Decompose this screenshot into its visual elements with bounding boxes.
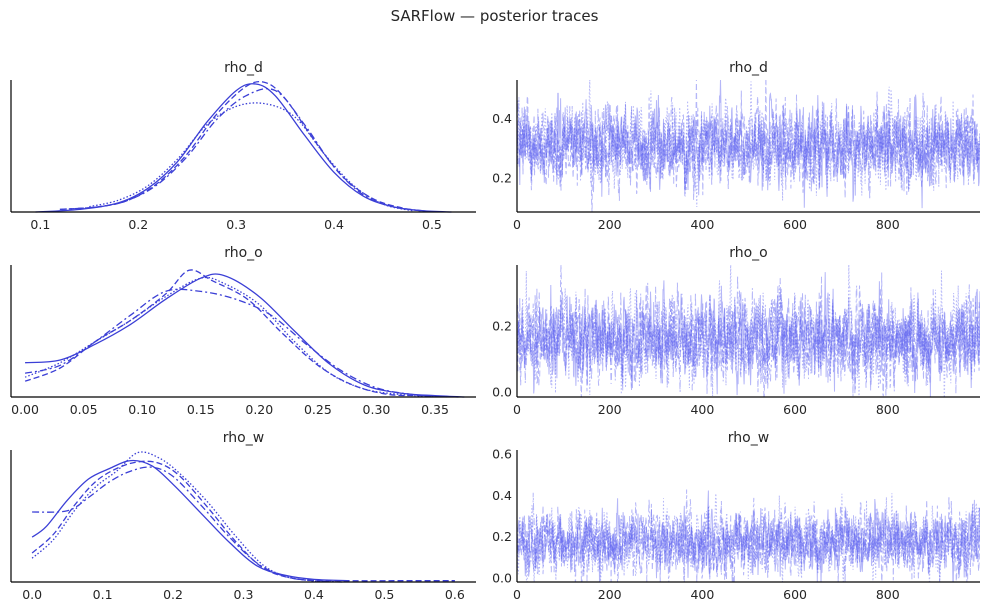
y-tick-label: 0.6 — [492, 447, 512, 462]
y-tick-label: 0.2 — [492, 529, 512, 544]
x-tick-label: 0.15 — [187, 402, 215, 417]
panel-rho_d-density: rho_d 0.1 0.2 0.3 0.4 0.5 — [10, 60, 476, 232]
panel-title: rho_w — [223, 430, 264, 446]
x-tick-label: 0.5 — [422, 217, 442, 232]
trace-line-chain-2 — [517, 499, 980, 582]
panel-title: rho_w — [728, 430, 769, 446]
x-tick-label: 400 — [690, 402, 714, 417]
x-tick-label: 0.2 — [163, 587, 183, 602]
x-tick-label: 0.20 — [245, 402, 273, 417]
density-line-chain-3 — [32, 466, 343, 583]
panel-title: rho_o — [224, 245, 263, 261]
x-tick-label: 400 — [690, 217, 714, 232]
x-tick-label: 0.0 — [22, 587, 42, 602]
x-tick-label: 0.35 — [421, 402, 449, 417]
panel-rho_w-density: rho_w 0.0 0.1 0.2 0.3 0.4 0.5 0.6 — [10, 430, 476, 602]
x-tick-label: 0.1 — [30, 217, 50, 232]
density-line-chain-3 — [24, 288, 447, 398]
x-tick-label: 0.3 — [234, 587, 254, 602]
y-tick-label: 0.2 — [492, 170, 512, 185]
density-line-chain-1 — [31, 459, 350, 582]
trace-line-chain-2 — [517, 80, 980, 212]
x-tick-label: 600 — [783, 587, 807, 602]
x-tick-label: 0.1 — [93, 587, 113, 602]
x-tick-label: 0 — [513, 217, 521, 232]
trace-line-chain-2 — [517, 272, 980, 397]
y-tick-label: 0.2 — [492, 319, 512, 334]
trace-line-chain-3 — [517, 265, 980, 397]
y-tick-label: 0.4 — [492, 488, 512, 503]
x-tick-label: 0.4 — [304, 587, 324, 602]
y-tick-label: 0.0 — [492, 385, 512, 400]
y-tick-label: 0.4 — [492, 111, 512, 126]
panel-title: rho_d — [729, 60, 768, 76]
x-tick-label: 200 — [598, 402, 622, 417]
panel-rho_d-trace: rho_d 0 200 400 600 800 0.2 0.4 — [492, 60, 980, 232]
trace-line-chain-4 — [517, 80, 980, 208]
x-tick-label: 400 — [690, 587, 714, 602]
trace-line-chain-3 — [517, 92, 980, 200]
x-tick-label: 0.4 — [324, 217, 344, 232]
density-line-chain-4 — [31, 451, 329, 583]
x-tick-label: 0.2 — [128, 217, 148, 232]
trace-line-chain-4 — [517, 265, 980, 397]
panel-title: rho_o — [729, 245, 768, 261]
density-line-chain-2 — [59, 80, 432, 213]
trace-line-chain-1 — [517, 490, 980, 582]
panel-title: rho_d — [224, 60, 263, 76]
density-line-chain-4 — [89, 102, 413, 212]
figure-title: SARFlow — posterior traces — [390, 7, 599, 25]
trace-line-chain-1 — [517, 272, 980, 397]
trace-line-chain-1 — [517, 80, 980, 209]
x-tick-label: 800 — [876, 587, 900, 602]
panel-rho_o-trace: rho_o 0 200 400 600 800 0.0 0.2 — [492, 245, 980, 417]
density-line-chain-4 — [24, 276, 436, 398]
x-tick-label: 0.05 — [70, 402, 98, 417]
x-tick-label: 0.5 — [374, 587, 394, 602]
x-tick-label: 0.10 — [128, 402, 156, 417]
x-tick-label: 0 — [513, 402, 521, 417]
panel-rho_w-trace: rho_w 0 200 400 600 800 0.0 0.2 0.4 0.6 — [492, 430, 980, 602]
x-tick-label: 200 — [598, 587, 622, 602]
trace-line-chain-3 — [517, 489, 980, 582]
x-tick-label: 800 — [876, 217, 900, 232]
x-tick-label: 0.3 — [226, 217, 246, 232]
y-tick-label: 0.0 — [492, 570, 512, 585]
density-line-chain-1 — [35, 83, 452, 213]
x-tick-label: 800 — [876, 402, 900, 417]
x-tick-label: 200 — [598, 217, 622, 232]
density-line-chain-1 — [25, 273, 465, 398]
density-line-chain-3 — [59, 88, 423, 212]
x-tick-label: 0.00 — [11, 402, 39, 417]
x-tick-label: 0.6 — [445, 587, 465, 602]
panel-rho_o-density: rho_o 0.00 0.05 0.10 0.15 0.20 0.25 0.30 0.35 — [10, 245, 476, 417]
x-tick-label: 0.30 — [363, 402, 391, 417]
x-tick-label: 0.25 — [304, 402, 332, 417]
x-tick-label: 600 — [783, 217, 807, 232]
x-tick-label: 0 — [513, 587, 521, 602]
density-line-chain-2 — [31, 460, 455, 582]
x-tick-label: 600 — [783, 402, 807, 417]
density-line-chain-2 — [24, 269, 459, 398]
